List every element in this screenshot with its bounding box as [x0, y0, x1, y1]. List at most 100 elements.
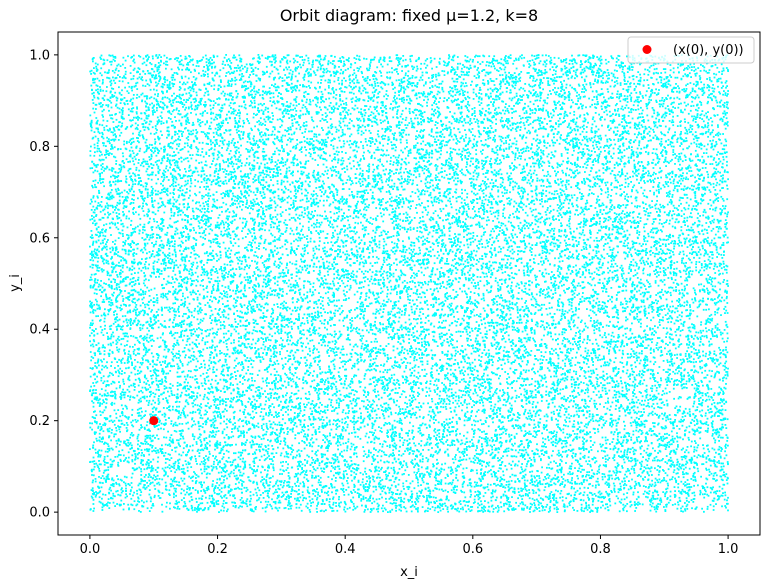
orbit-point: [344, 91, 346, 93]
orbit-point: [611, 260, 613, 262]
orbit-point: [551, 282, 553, 284]
orbit-point: [599, 175, 601, 177]
orbit-point: [482, 337, 484, 339]
orbit-point: [617, 462, 619, 464]
orbit-point: [462, 507, 464, 509]
orbit-point: [564, 113, 566, 115]
orbit-point: [248, 244, 250, 246]
orbit-point: [477, 420, 479, 422]
orbit-point: [451, 241, 453, 243]
orbit-point: [270, 358, 272, 360]
orbit-point: [726, 112, 728, 114]
orbit-point: [339, 357, 341, 359]
orbit-point: [359, 242, 361, 244]
orbit-point: [483, 308, 485, 310]
orbit-point: [557, 171, 559, 173]
orbit-point: [576, 483, 578, 485]
orbit-point: [458, 367, 460, 369]
orbit-point: [248, 257, 250, 259]
orbit-point: [164, 55, 166, 57]
orbit-point: [513, 111, 515, 113]
orbit-point: [134, 453, 136, 455]
orbit-point: [473, 118, 475, 120]
orbit-point: [604, 422, 606, 424]
orbit-point: [440, 441, 442, 443]
orbit-point: [262, 170, 264, 172]
orbit-point: [553, 69, 555, 71]
orbit-point: [604, 334, 606, 336]
orbit-point: [225, 180, 227, 182]
orbit-point: [315, 230, 317, 232]
orbit-point: [527, 182, 529, 184]
orbit-point: [692, 237, 694, 239]
orbit-point: [94, 82, 96, 84]
orbit-point: [647, 399, 649, 401]
orbit-point: [145, 122, 147, 124]
orbit-point: [235, 331, 237, 333]
orbit-point: [427, 510, 429, 512]
orbit-point: [573, 293, 575, 295]
orbit-point: [726, 151, 728, 153]
orbit-point: [511, 345, 513, 347]
orbit-point: [193, 76, 195, 78]
orbit-point: [209, 357, 211, 359]
orbit-point: [476, 447, 478, 449]
orbit-point: [508, 450, 510, 452]
orbit-point: [127, 340, 129, 342]
orbit-point: [319, 431, 321, 433]
orbit-point: [513, 509, 515, 511]
orbit-point: [189, 273, 191, 275]
orbit-point: [596, 394, 598, 396]
orbit-point: [644, 69, 646, 71]
orbit-point: [174, 72, 176, 74]
orbit-point: [720, 254, 722, 256]
orbit-point: [183, 490, 185, 492]
orbit-point: [532, 151, 534, 153]
orbit-point: [297, 66, 299, 68]
orbit-point: [383, 363, 385, 365]
orbit-point: [241, 184, 243, 186]
orbit-point: [618, 140, 620, 142]
orbit-point: [206, 372, 208, 374]
orbit-point: [368, 450, 370, 452]
orbit-point: [178, 462, 180, 464]
orbit-point: [331, 465, 333, 467]
orbit-point: [675, 334, 677, 336]
orbit-point: [144, 129, 146, 131]
orbit-point: [632, 447, 634, 449]
orbit-point: [691, 499, 693, 501]
orbit-point: [491, 66, 493, 68]
orbit-point: [499, 375, 501, 377]
orbit-point: [635, 430, 637, 432]
orbit-point: [211, 290, 213, 292]
orbit-point: [379, 352, 381, 354]
orbit-point: [711, 397, 713, 399]
orbit-point: [605, 135, 607, 137]
orbit-point: [243, 82, 245, 84]
orbit-point: [210, 278, 212, 280]
orbit-point: [606, 347, 608, 349]
orbit-point: [353, 274, 355, 276]
orbit-point: [478, 409, 480, 411]
orbit-point: [323, 282, 325, 284]
orbit-point: [229, 162, 231, 164]
orbit-point: [659, 106, 661, 108]
orbit-point: [320, 58, 322, 60]
orbit-point: [230, 163, 232, 165]
orbit-point: [110, 192, 112, 194]
orbit-point: [346, 141, 348, 143]
orbit-point: [479, 215, 481, 217]
orbit-point: [484, 346, 486, 348]
orbit-point: [195, 105, 197, 107]
orbit-point: [478, 208, 480, 210]
orbit-point: [603, 257, 605, 259]
orbit-point: [563, 424, 565, 426]
orbit-point: [122, 107, 124, 109]
orbit-point: [393, 276, 395, 278]
orbit-point: [649, 266, 651, 268]
orbit-point: [451, 303, 453, 305]
orbit-point: [609, 168, 611, 170]
orbit-point: [454, 233, 456, 235]
orbit-point: [218, 472, 220, 474]
